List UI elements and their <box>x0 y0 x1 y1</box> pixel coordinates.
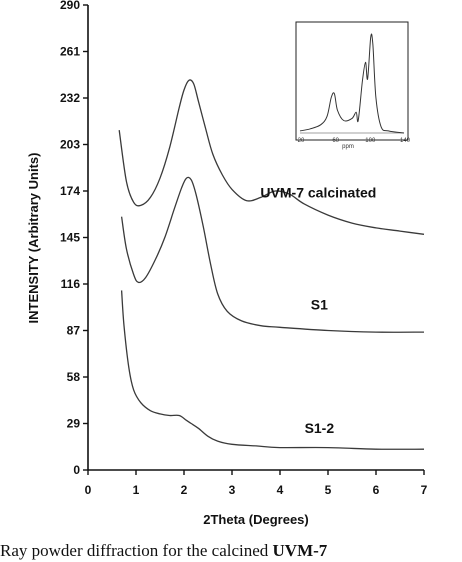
y-ticks: 0 29 58 87 116 145 174 203 232 261 290 <box>60 0 88 477</box>
inset-x-label: ppm <box>342 144 354 150</box>
y-tick-label: 174 <box>60 184 80 198</box>
x-tick-label: 2 <box>181 483 188 497</box>
x-tick-label: 1 <box>133 483 140 497</box>
series-line <box>120 290 425 450</box>
y-tick-label: 290 <box>60 0 80 12</box>
y-tick-label: 58 <box>67 370 81 384</box>
inset-tick-label: -100 <box>363 138 376 144</box>
inset-frame <box>295 21 409 141</box>
y-tick-label: 87 <box>67 324 81 338</box>
series-label: S1-2 <box>305 420 335 436</box>
y-tick-label: 29 <box>67 417 81 431</box>
y-tick-label: 116 <box>61 277 81 291</box>
x-tick-label: 5 <box>325 483 332 497</box>
series-line <box>120 176 425 333</box>
y-tick-label: 145 <box>60 231 80 245</box>
y-tick-label: 232 <box>60 91 80 105</box>
series-lines <box>118 79 425 450</box>
x-tick-label: 0 <box>85 483 92 497</box>
series-label: S1 <box>311 297 328 313</box>
y-tick-label: 0 <box>73 463 80 477</box>
x-tick-label: 6 <box>373 483 380 497</box>
x-tick-label: 3 <box>229 483 236 497</box>
xrd-chart: 0 29 58 87 116 145 174 203 232 261 290 0 1 2 3 4 5 6 7 UV… <box>26 0 428 527</box>
inset-tick-label: -60 <box>330 138 339 144</box>
inset-ticks: -20 -60 -100 -140 <box>296 138 411 144</box>
x-tick-label: 7 <box>421 483 428 497</box>
caption-bold: UVM-7 <box>272 541 328 560</box>
y-tick-label: 203 <box>60 138 80 152</box>
y-tick-label: 261 <box>60 45 80 59</box>
x-axis-label: 2Theta (Degrees) <box>203 512 308 527</box>
series-labels: UVM-7 calcinated S1 S1-2 <box>260 184 376 436</box>
caption-text: Ray powder diffraction for the calcined <box>0 541 273 560</box>
figure-caption: Ray powder diffraction for the calcined … <box>0 541 462 562</box>
y-axis-label: INTENSITY (Arbitrary Units) <box>26 153 41 324</box>
inset-spectrum <box>299 33 405 134</box>
nmr-inset: -20 -60 -100 -140 ppm <box>295 21 411 150</box>
x-tick-label: 4 <box>277 483 284 497</box>
series-line <box>118 79 425 235</box>
x-ticks: 0 1 2 3 4 5 6 7 <box>85 470 428 497</box>
inset-tick-label: -20 <box>296 138 305 144</box>
inset-tick-label: -140 <box>398 138 411 144</box>
series-label: UVM-7 calcinated <box>260 184 376 200</box>
